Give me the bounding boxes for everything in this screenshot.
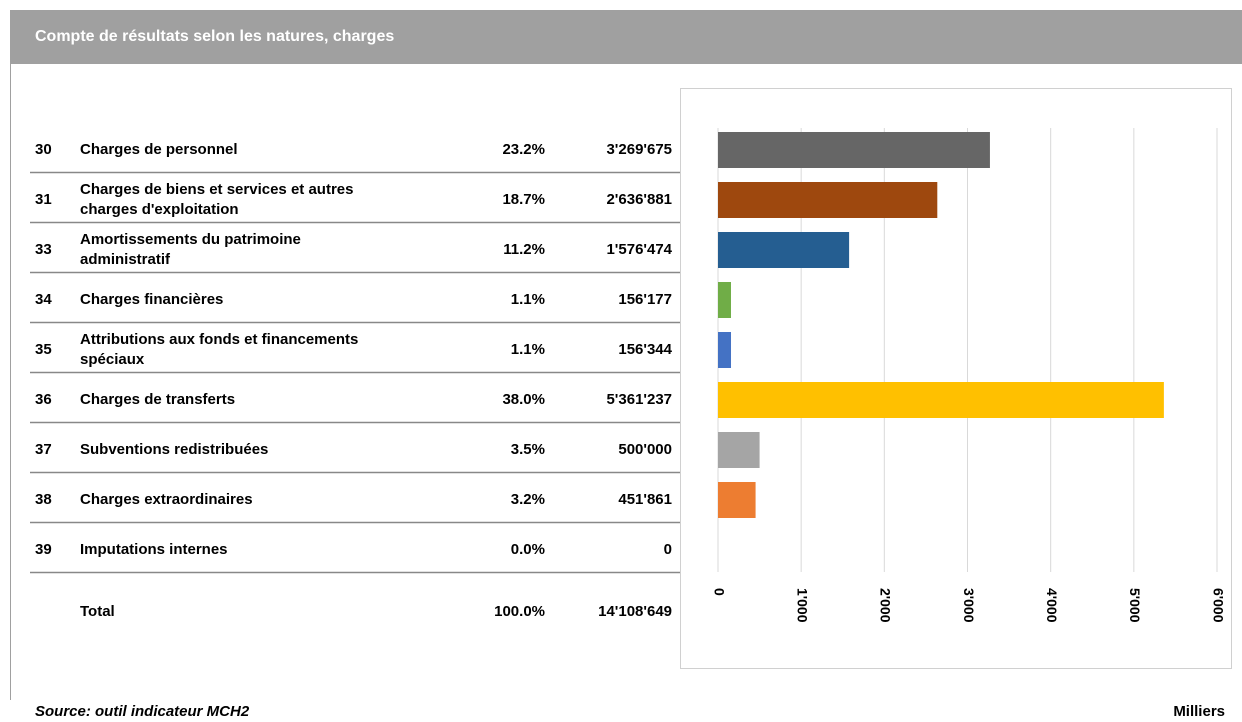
total-pct: 100.0%	[494, 603, 545, 620]
x-tick-label: 4'000	[1044, 588, 1060, 623]
chart-frame	[680, 88, 1232, 669]
source: Source: outil indicateur MCH2	[35, 703, 250, 720]
row-label: Charges de personnel	[80, 141, 238, 158]
row-amount: 156'177	[618, 291, 672, 308]
row-amount: 0	[664, 541, 672, 558]
row-label: Charges de biens et services et autres	[80, 181, 353, 198]
row-amount: 5'361'237	[606, 391, 672, 408]
row-pct: 23.2%	[502, 141, 545, 158]
row-code: 34	[35, 291, 52, 308]
total-amount: 14'108'649	[598, 603, 672, 620]
bar	[718, 182, 938, 218]
row-code: 31	[35, 191, 52, 208]
x-tick-label: 2'000	[878, 588, 894, 623]
x-tick-label: 5'000	[1127, 588, 1143, 623]
row-label: Subventions redistribuées	[80, 441, 268, 458]
row-amount: 451'861	[618, 491, 672, 508]
row-label: Charges extraordinaires	[80, 491, 253, 508]
row-label: Amortissements du patrimoine	[80, 231, 301, 248]
x-tick-label: 0	[711, 588, 727, 596]
header-title: Compte de résultats selon les natures, c…	[35, 28, 394, 45]
row-code: 37	[35, 441, 52, 458]
row-amount: 3'269'675	[606, 141, 672, 158]
row-code: 30	[35, 141, 52, 158]
header-bar	[10, 10, 1242, 64]
row-code: 33	[35, 241, 52, 258]
bar	[718, 232, 850, 268]
row-code: 39	[35, 541, 52, 558]
total-label: Total	[80, 603, 115, 620]
bar	[718, 382, 1164, 418]
x-tick-label: 3'000	[961, 588, 977, 623]
x-tick-label: 6'000	[1210, 588, 1226, 623]
row-label: administratif	[80, 251, 171, 268]
row-label: Imputations internes	[80, 541, 228, 558]
row-pct: 18.7%	[502, 191, 545, 208]
row-label: Charges de transferts	[80, 391, 235, 408]
bar	[718, 432, 760, 468]
row-pct: 1.1%	[511, 291, 545, 308]
row-pct: 0.0%	[511, 541, 545, 558]
bar	[718, 132, 990, 168]
row-amount: 156'344	[618, 341, 672, 358]
bar	[718, 282, 731, 318]
bar	[718, 332, 732, 368]
row-amount: 1'576'474	[606, 241, 672, 258]
row-code: 36	[35, 391, 52, 408]
x-tick-label: 1'000	[794, 588, 810, 623]
bar	[718, 482, 756, 518]
row-label: spéciaux	[80, 351, 145, 368]
row-label: Charges financières	[80, 291, 223, 308]
row-amount: 500'000	[618, 441, 672, 458]
row-code: 35	[35, 341, 52, 358]
row-pct: 11.2%	[503, 241, 545, 258]
row-label: charges d'exploitation	[80, 201, 239, 218]
row-code: 38	[35, 491, 52, 508]
unit-label: Milliers	[1173, 703, 1225, 720]
row-pct: 38.0%	[502, 391, 545, 408]
row-pct: 3.5%	[511, 441, 545, 458]
row-pct: 3.2%	[511, 491, 545, 508]
row-pct: 1.1%	[511, 341, 545, 358]
row-label: Attributions aux fonds et financements	[80, 331, 358, 348]
row-amount: 2'636'881	[606, 191, 672, 208]
